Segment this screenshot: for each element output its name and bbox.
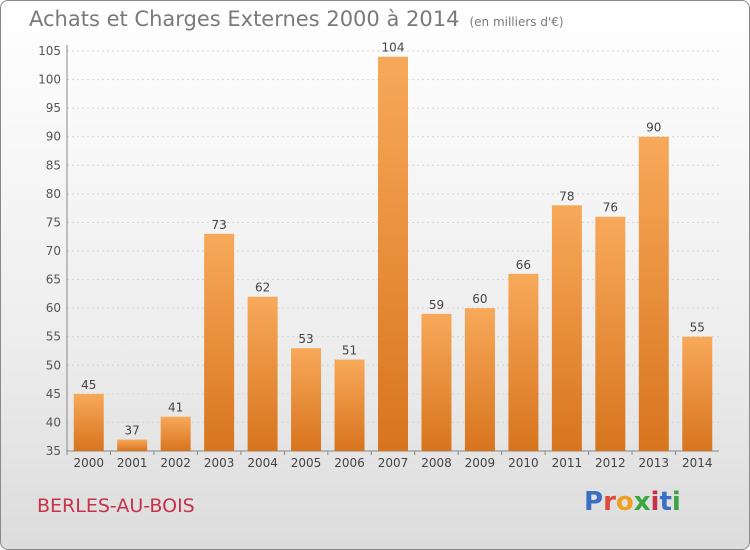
y-tick-label: 65: [46, 273, 61, 287]
data-label: 90: [646, 121, 661, 135]
y-tick-label: 95: [46, 101, 61, 115]
data-label: 62: [255, 281, 270, 295]
data-label: 55: [690, 321, 705, 335]
chart-title: Achats et Charges Externes 2000 à 2014 (e…: [29, 7, 564, 31]
bar: [291, 348, 322, 451]
x-tick-label: 2000: [73, 456, 104, 470]
bar: [73, 393, 104, 451]
bar: [247, 296, 278, 451]
data-label: 73: [211, 218, 226, 232]
y-tick-label: 45: [46, 387, 61, 401]
bar: [464, 308, 495, 451]
bar: [682, 336, 713, 451]
proxiti-logo: Proxiti: [584, 487, 681, 517]
x-tick-label: 2014: [682, 456, 713, 470]
data-label: 104: [382, 41, 405, 55]
data-label: 41: [168, 401, 183, 415]
x-tick-label: 2004: [247, 456, 278, 470]
x-tick-label: 2011: [552, 456, 583, 470]
x-tick-label: 2005: [291, 456, 322, 470]
x-tick-label: 2010: [508, 456, 539, 470]
bar: [508, 273, 539, 451]
y-tick-label: 70: [46, 244, 61, 258]
y-tick-label: 85: [46, 158, 61, 172]
data-label: 51: [342, 344, 357, 358]
x-tick-label: 2009: [465, 456, 496, 470]
x-tick-label: 2007: [378, 456, 409, 470]
unit-note: (en milliers d'€): [469, 15, 564, 29]
commune-name: BERLES-AU-BOIS: [37, 495, 195, 517]
bar: [334, 359, 365, 451]
x-tick-label: 2012: [595, 456, 626, 470]
x-tick-label: 2002: [160, 456, 191, 470]
bar: [204, 233, 235, 451]
y-tick-label: 100: [38, 73, 61, 87]
y-tick-label: 60: [46, 301, 61, 315]
bar: [551, 205, 582, 451]
chart-title-text: Achats et Charges Externes 2000 à 2014: [29, 7, 460, 31]
data-label: 59: [429, 298, 444, 312]
y-tick-label: 50: [46, 358, 61, 372]
y-tick-label: 75: [46, 215, 61, 229]
y-tick-label: 55: [46, 330, 61, 344]
y-tick-label: 35: [46, 444, 61, 458]
y-tick-label: 80: [46, 187, 61, 201]
data-label: 60: [472, 292, 487, 306]
data-label: 66: [516, 258, 531, 272]
x-tick-label: 2001: [117, 456, 148, 470]
bar: [160, 416, 191, 451]
bar: [421, 313, 452, 451]
bar: [595, 216, 626, 451]
bar: [638, 136, 669, 451]
y-tick-label: 105: [38, 44, 61, 58]
x-tick-label: 2008: [421, 456, 452, 470]
data-label: 78: [559, 189, 574, 203]
bar: [378, 56, 408, 451]
data-label: 45: [81, 378, 96, 392]
data-label: 53: [298, 332, 313, 346]
x-tick-label: 2013: [639, 456, 670, 470]
x-tick-label: 2006: [334, 456, 365, 470]
data-label: 76: [603, 201, 618, 215]
data-label: 37: [125, 424, 140, 438]
x-tick-label: 2003: [204, 456, 235, 470]
y-tick-label: 40: [46, 415, 61, 429]
bar: [117, 439, 148, 451]
y-tick-label: 90: [46, 130, 61, 144]
